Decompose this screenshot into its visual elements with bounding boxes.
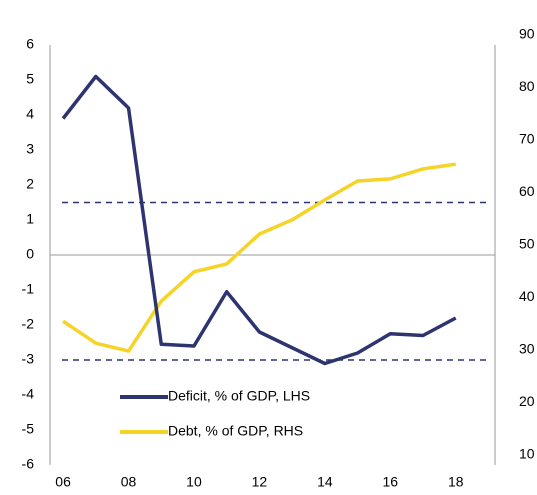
x-tick-label: 12 <box>252 474 268 490</box>
x-tick-label: 14 <box>317 474 333 490</box>
y2-tick-label: 80 <box>519 78 535 94</box>
y2-tick-label: 40 <box>519 288 535 304</box>
y-tick-label: -5 <box>22 421 35 437</box>
y-tick-label: 4 <box>26 106 34 122</box>
y-tick-label: -3 <box>22 351 35 367</box>
y2-tick-label: 90 <box>519 26 535 42</box>
x-tick-label: 08 <box>121 474 137 490</box>
legend-label: Deficit, % of GDP, LHS <box>168 388 310 404</box>
y-tick-label: 0 <box>26 246 34 262</box>
y2-tick-label: 30 <box>519 341 535 357</box>
y2-tick-label: 20 <box>519 393 535 409</box>
y-tick-label: 5 <box>26 71 34 87</box>
legend-label: Debt, % of GDP, RHS <box>168 423 303 439</box>
y2-tick-label: 10 <box>519 446 535 462</box>
x-tick-label: 18 <box>448 474 464 490</box>
y2-tick-label: 50 <box>519 236 535 252</box>
y-tick-label: 2 <box>26 176 34 192</box>
x-tick-label: 10 <box>186 474 202 490</box>
x-tick-label: 16 <box>383 474 399 490</box>
y-tick-label: 3 <box>26 141 34 157</box>
y2-tick-label: 70 <box>519 131 535 147</box>
x-tick-label: 06 <box>55 474 71 490</box>
y-tick-label: 1 <box>26 211 34 227</box>
y-tick-label: -1 <box>22 281 35 297</box>
y-tick-label: 6 <box>26 36 34 52</box>
y-tick-label: -4 <box>22 386 35 402</box>
y-tick-label: -6 <box>22 456 35 472</box>
y-tick-label: -2 <box>22 316 35 332</box>
series-line <box>62 162 456 353</box>
series-line <box>61 74 457 366</box>
y2-tick-label: 60 <box>519 183 535 199</box>
